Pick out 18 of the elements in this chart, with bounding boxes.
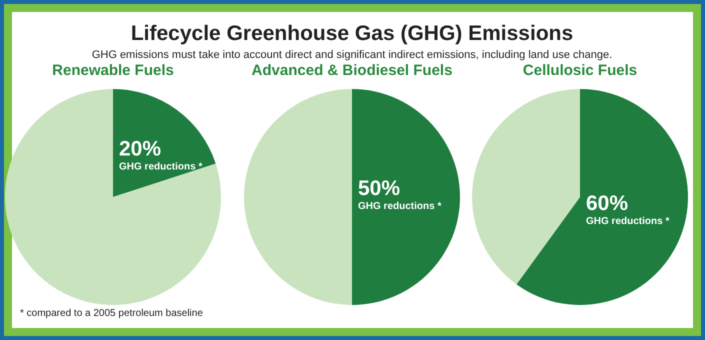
chart-title: Renewable Fuels: [52, 62, 174, 79]
pie-slice: [472, 89, 580, 284]
pie-slice: [5, 89, 221, 305]
data-label: 60%: [586, 192, 628, 216]
slice-label: GHG reductions *: [119, 162, 202, 173]
pie-slice: [516, 89, 688, 305]
slice-label: GHG reductions *: [586, 216, 670, 228]
text: * compared to a 2005 petroleum baseline: [20, 308, 204, 319]
pie-slice: [244, 89, 352, 305]
pie-slice: [113, 89, 216, 197]
text: GHG emissions must take into account direct and significant indirect emissions, including land use change.: [92, 49, 612, 61]
chart-title: Advanced & Biodiesel Fuels: [252, 62, 452, 79]
data-label: 50%: [358, 177, 400, 200]
slice-label: GHG reductions *: [358, 201, 442, 212]
pie-slice: [352, 89, 460, 305]
chart-title: Cellulosic Fuels: [522, 62, 638, 79]
data-label: 20%: [119, 138, 162, 161]
text: Lifecycle Greenhouse Gas (GHG) Emissions: [130, 22, 574, 45]
